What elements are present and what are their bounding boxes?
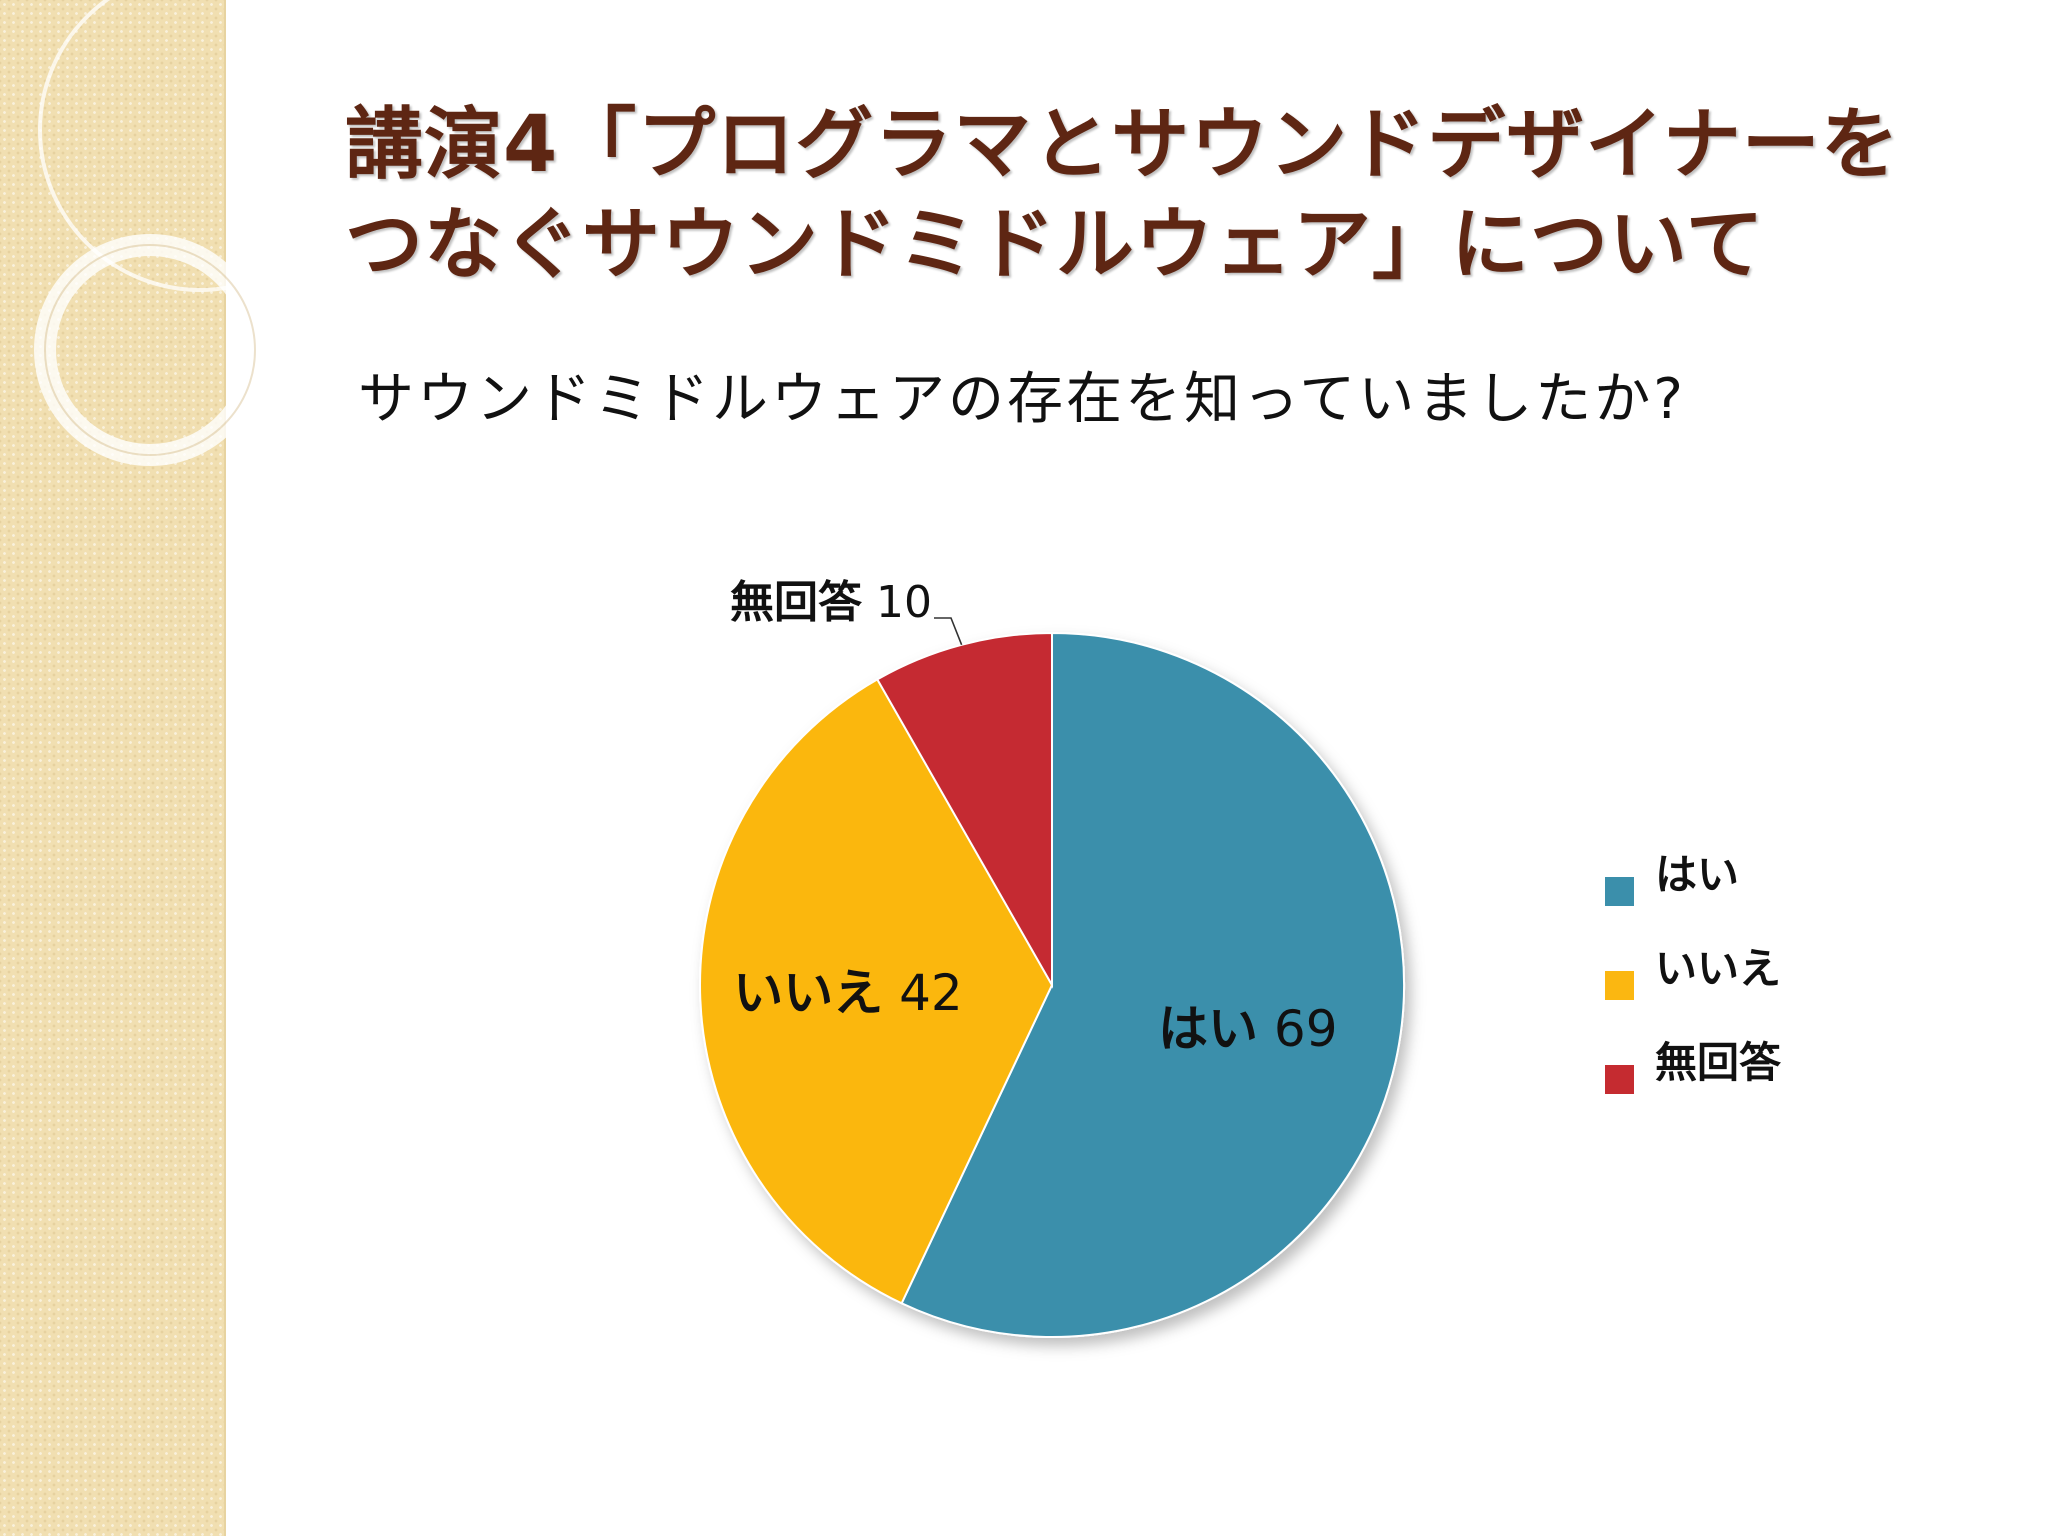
pie-data-labels: はい 69 いいえ 42 無回答 10 bbox=[730, 577, 1338, 1058]
legend-label: いいえ bbox=[1655, 944, 1782, 993]
chart-legend: はい いいえ 無回答 bbox=[1605, 845, 1865, 1127]
leader-line bbox=[934, 617, 963, 646]
data-label-category: 無回答 bbox=[730, 577, 863, 628]
data-label-value: 69 bbox=[1258, 1000, 1338, 1058]
legend-item: いいえ bbox=[1605, 939, 1865, 1033]
data-label-value: 42 bbox=[883, 964, 963, 1022]
pie-slices bbox=[698, 631, 1405, 1338]
slide-title: 講演4「プログラマとサウンドデザイナーを つなぐサウンドミドルウェア」について bbox=[345, 95, 2005, 295]
data-label-category: はい bbox=[1158, 1000, 1258, 1058]
pie-data-label: 無回答 10 bbox=[730, 577, 932, 628]
pie-data-label: はい 69 bbox=[1158, 1000, 1338, 1058]
legend-label: 無回答 bbox=[1655, 1038, 1782, 1087]
pie-slice bbox=[900, 631, 1405, 1338]
slide-title-line-1: 講演4「プログラマとサウンドデザイナーを bbox=[345, 100, 1900, 190]
pie-data-label: いいえ 42 bbox=[733, 964, 963, 1022]
survey-question: サウンドミドルウェアの存在を知っていましたか? bbox=[358, 367, 1686, 432]
legend-swatch bbox=[1605, 1065, 1634, 1094]
pie-slice bbox=[698, 678, 1054, 1305]
legend-item: はい bbox=[1605, 845, 1865, 939]
legend-label: はい bbox=[1655, 850, 1740, 899]
legend-swatch bbox=[1605, 971, 1634, 1000]
legend-swatch bbox=[1605, 877, 1634, 906]
data-label-value: 10 bbox=[862, 577, 932, 628]
legend-item: 無回答 bbox=[1605, 1033, 1865, 1127]
data-label-category: いいえ bbox=[733, 964, 883, 1022]
slide-title-line-2: つなぐサウンドミドルウェア」について bbox=[345, 200, 1765, 290]
